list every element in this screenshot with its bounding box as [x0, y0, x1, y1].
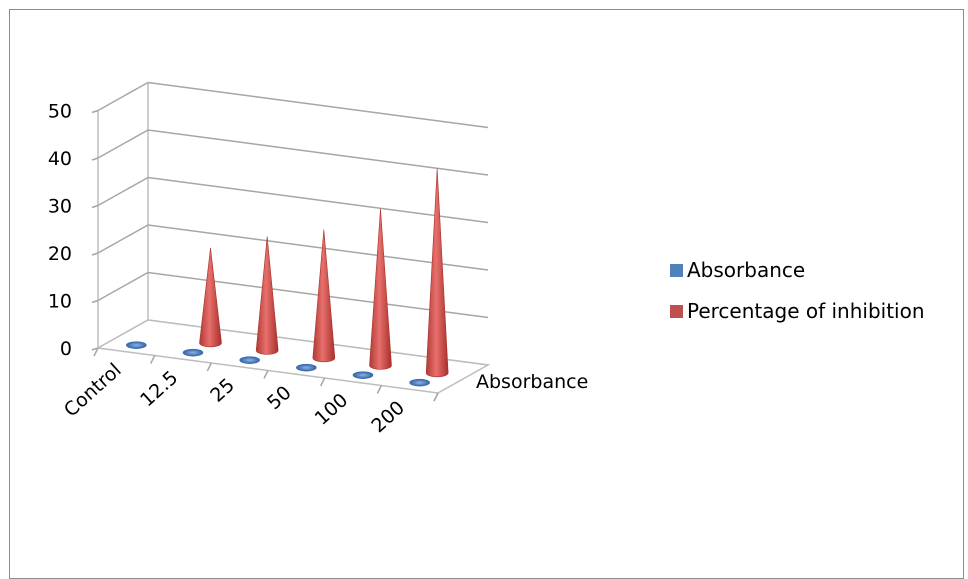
y-tick-label: 10: [48, 291, 72, 313]
x-tick-label: 50: [263, 382, 296, 415]
gridline: [97, 129, 489, 176]
legend-item-percentage-of-inhibition: Percentage of inhibition: [670, 299, 925, 323]
legend-swatch: [670, 304, 683, 318]
legend-item-absorbance: Absorbance: [670, 258, 925, 282]
y-tick-label: 0: [60, 338, 72, 360]
x-tick-label: 200: [367, 397, 409, 438]
inhibition-cone: [425, 168, 449, 378]
absorbance-disc: [182, 348, 204, 357]
y-tick-label: 30: [48, 196, 72, 218]
absorbance-disc: [409, 378, 430, 387]
gridline: [97, 81, 489, 129]
x-tick-mark: [263, 370, 269, 379]
x-tick-mark: [93, 347, 99, 357]
gridline: [97, 224, 489, 271]
y-tick-label: 50: [48, 101, 72, 123]
x-tick-mark: [149, 355, 156, 364]
absorbance-disc: [126, 341, 147, 349]
y-tick-mark: [91, 299, 99, 304]
inhibition-cone: [255, 236, 279, 355]
x-tick-label: 100: [311, 389, 353, 430]
legend-label: Percentage of inhibition: [687, 299, 925, 323]
chart-area: [9, 9, 964, 579]
y-tick-label: 40: [48, 148, 72, 170]
inhibition-cone: [312, 229, 336, 363]
depth-axis-label: Absorbance: [476, 371, 588, 393]
legend: Absorbance Percentage of inhibition: [670, 258, 925, 340]
y-tick-label: 20: [48, 243, 72, 265]
depth-tick-mark: [433, 392, 439, 402]
x-tick-label: 25: [206, 374, 239, 407]
gridline: [97, 176, 489, 224]
legend-swatch: [670, 263, 683, 277]
y-tick-mark: [91, 204, 99, 209]
x-tick-label: 12.5: [136, 367, 182, 412]
absorbance-disc: [239, 356, 260, 364]
inhibition-cone: [199, 247, 222, 348]
x-tick-label: Control: [60, 359, 126, 421]
y-tick-mark: [91, 252, 99, 256]
absorbance-disc: [352, 371, 374, 379]
x-tick-mark: [206, 362, 213, 372]
y-tick-mark: [91, 157, 99, 161]
y-tick-mark: [91, 109, 99, 114]
legend-label: Absorbance: [687, 258, 806, 282]
x-tick-mark: [319, 377, 326, 387]
x-tick-mark: [376, 385, 383, 394]
absorbance-disc: [296, 363, 317, 372]
inhibition-cone: [369, 208, 392, 370]
